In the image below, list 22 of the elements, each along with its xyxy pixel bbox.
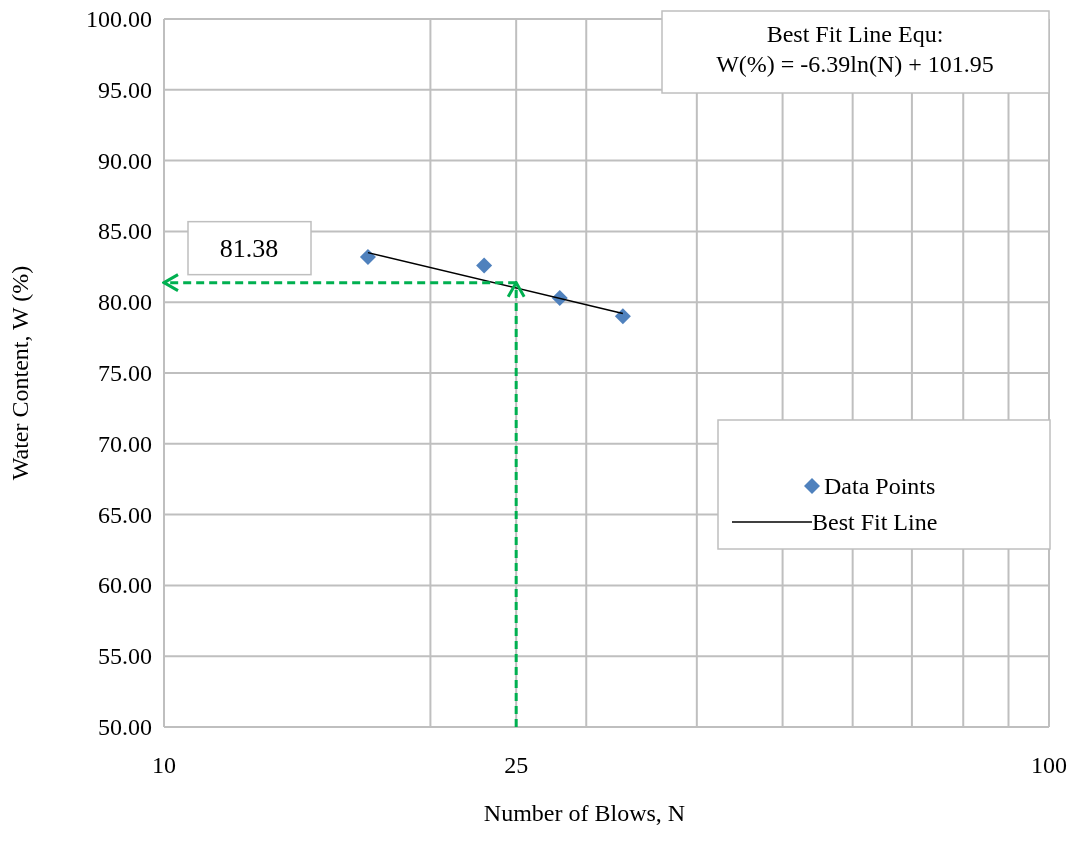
y-tick-label: 100.00 [86,6,152,32]
annotation: Best Fit Line Equ: W(%) = -6.39ln(N) + 101.95 [716,21,994,77]
legend-label: Data Points [824,473,936,499]
y-tick-label: 90.00 [98,147,152,174]
x-tick-label: 100 [1031,752,1067,778]
y-tick-label: 95.00 [98,76,152,103]
y-tick-label: 60.00 [98,572,152,599]
text-box: Best Fit Line Equ: W(%) = -6.39ln(N) + 101.95 [661,10,1050,94]
y-tick-label: 55.00 [98,643,152,670]
y-tick-label: 80.00 [98,289,152,316]
y-tick-label: 85.00 [98,218,152,245]
y-tick-label: 75.00 [98,360,152,386]
annotation: 81.38 [219,233,279,263]
y-axis-title: Water Content, W (%) [7,265,33,481]
x-tick-label: 25 [504,752,529,778]
y-tick-label: 65.00 [98,501,152,528]
label-box: 81.38 [187,220,312,276]
x-axis-title: Number of Blows, N [483,800,686,826]
x-tick-label: 10 [152,752,176,778]
legend-label: Best Fit Line [812,509,938,535]
y-tick-label: 70.00 [98,430,152,457]
y-tick-label: 50.00 [98,714,152,740]
